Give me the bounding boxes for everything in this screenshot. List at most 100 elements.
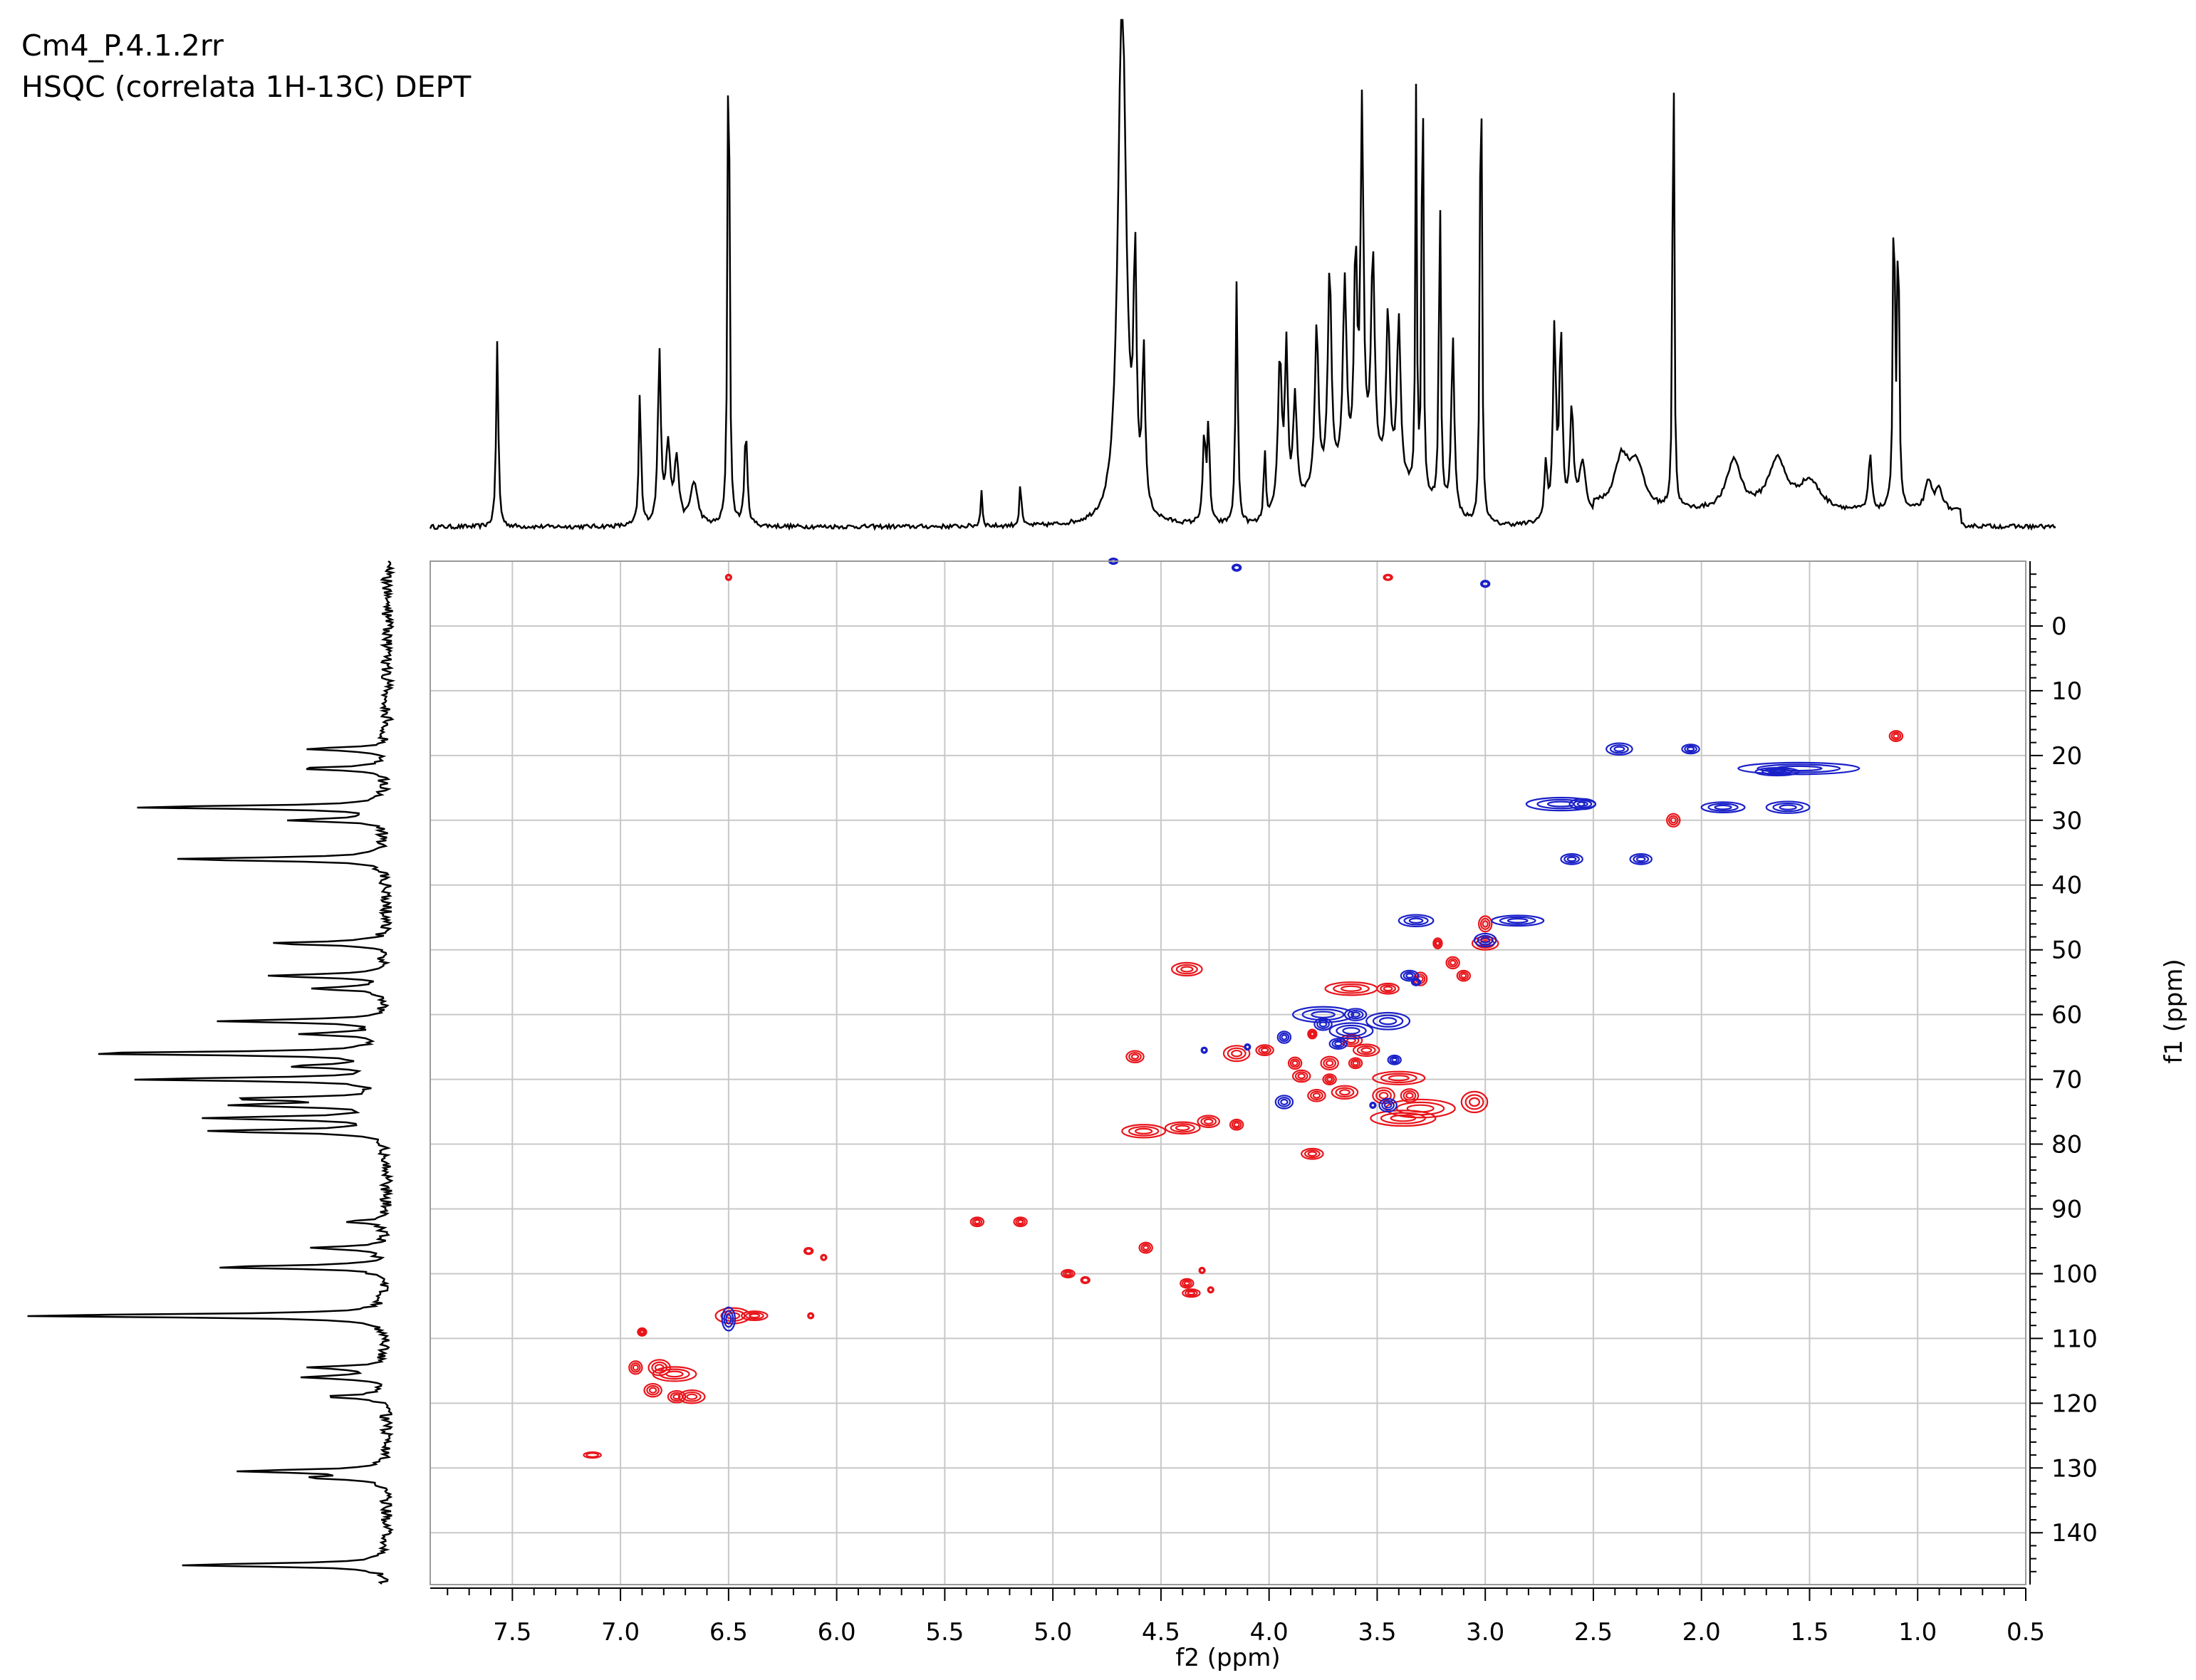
y-axis-label: f1 (ppm) xyxy=(2160,959,2188,1063)
experiment-label: HSQC (correlata 1H-13C) DEPT xyxy=(21,70,472,104)
left-projection-13c-spectrum xyxy=(27,560,396,1585)
y-tick-label: 10 xyxy=(2051,677,2082,706)
positive-cross-peak xyxy=(807,1312,815,1320)
positive-cross-peak xyxy=(1666,813,1681,828)
x-tick-label: 2.0 xyxy=(1682,1618,1721,1647)
positive-cross-peak xyxy=(1348,1057,1363,1070)
positive-cross-peak xyxy=(643,1382,662,1398)
negative-cross-peak xyxy=(1754,767,1800,777)
x-axis-label: f2 (ppm) xyxy=(1175,1644,1280,1672)
x-tick-label: 3.5 xyxy=(1358,1618,1396,1647)
positive-cross-peak xyxy=(1170,961,1203,977)
negative-cross-peak xyxy=(721,1306,737,1332)
positive-cross-peak xyxy=(1229,1118,1244,1131)
positive-cross-peak xyxy=(1255,1044,1274,1057)
positive-cross-peak xyxy=(1307,1028,1318,1040)
positive-cross-peak xyxy=(1222,1045,1251,1063)
y-tick-label: 60 xyxy=(2051,1001,2082,1030)
x-tick-label: 5.0 xyxy=(1034,1618,1072,1647)
x-axis: 7.5 7.0 6.5 6.0 5.5 5.0 4.5 4.0 3.5 3.0 2.5 2.0 1.5 1… xyxy=(430,1587,2045,1647)
positive-cross-peak xyxy=(1207,1286,1214,1294)
y-tick-label: 80 xyxy=(2051,1131,2082,1159)
y-tick-label: 40 xyxy=(2051,872,2082,900)
y-tick-label: 130 xyxy=(2051,1454,2098,1483)
top-projection-1h-spectrum xyxy=(429,19,2056,531)
y-axis: 0 10 20 30 40 50 60 70 80 90 100 110 120 130 140 xyxy=(2029,561,2098,1585)
x-tick-label: 5.5 xyxy=(925,1618,964,1647)
positive-cross-peak xyxy=(667,1389,687,1404)
x-tick-label: 7.5 xyxy=(493,1618,531,1647)
y-tick-label: 140 xyxy=(2051,1519,2098,1548)
positive-cross-peak xyxy=(803,1246,814,1256)
grid xyxy=(430,561,2026,1585)
x-tick-label: 6.5 xyxy=(709,1618,748,1647)
positive-cross-peak xyxy=(1372,1070,1426,1085)
negative-cross-peak xyxy=(1244,1043,1251,1051)
negative-cross-peak xyxy=(1231,563,1242,572)
negative-cross-peak xyxy=(1491,914,1545,927)
positive-cross-peak xyxy=(1320,1055,1339,1071)
positive-cross-peak xyxy=(628,1360,643,1375)
negative-cross-peak xyxy=(1274,1095,1294,1110)
positive-cross-peak xyxy=(1301,1147,1324,1160)
x-tick-label: 1.5 xyxy=(1790,1618,1828,1647)
y-tick-label: 110 xyxy=(2051,1325,2098,1353)
cross-peaks xyxy=(583,557,1904,1459)
y-tick-label: 120 xyxy=(2051,1389,2098,1418)
negative-cross-peak xyxy=(1700,801,1746,813)
positive-cross-peak xyxy=(1460,1090,1489,1114)
positive-cross-peak xyxy=(1888,730,1904,742)
positive-cross-peak xyxy=(1198,1266,1206,1274)
positive-cross-peak xyxy=(1376,982,1400,995)
negative-cross-peak xyxy=(1400,969,1420,982)
x-tick-label: 4.5 xyxy=(1142,1618,1180,1647)
y-tick-label: 70 xyxy=(2051,1066,2082,1095)
negative-cross-peak xyxy=(1328,1022,1374,1040)
negative-cross-peak xyxy=(1328,1038,1348,1050)
positive-cross-peak xyxy=(1180,1278,1195,1289)
positive-cross-peak xyxy=(724,573,732,581)
positive-cross-peak xyxy=(1445,956,1460,970)
negative-cross-peak xyxy=(1629,852,1653,865)
positive-cross-peak xyxy=(1197,1115,1220,1128)
y-tick-label: 20 xyxy=(2051,742,2082,771)
negative-cross-peak xyxy=(1568,798,1597,810)
positive-cross-peak xyxy=(1322,1073,1337,1085)
positive-cross-peak xyxy=(969,1216,985,1228)
positive-cross-peak xyxy=(1477,915,1493,933)
positive-cross-peak xyxy=(1080,1275,1091,1285)
x-tick-label: 4.0 xyxy=(1250,1618,1289,1647)
negative-cross-peak xyxy=(1606,742,1633,756)
positive-cross-peak xyxy=(740,1310,769,1322)
positive-cross-peak xyxy=(1324,981,1378,996)
negative-cross-peak xyxy=(1365,1011,1411,1031)
x-tick-label: 1.0 xyxy=(1898,1618,1937,1647)
positive-cross-peak xyxy=(1182,1288,1201,1298)
x-tick-label: 3.0 xyxy=(1466,1618,1504,1647)
negative-cross-peak xyxy=(1343,1008,1368,1021)
negative-cross-peak xyxy=(1473,932,1497,948)
negative-cross-peak xyxy=(1313,1018,1333,1031)
positive-cross-peak xyxy=(1164,1121,1201,1135)
positive-cross-peak xyxy=(1370,1110,1437,1127)
positive-cross-peak xyxy=(1138,1241,1153,1254)
positive-cross-peak xyxy=(1291,1069,1311,1083)
negative-cross-peak xyxy=(1276,1031,1292,1044)
spectrum-title: Cm4_P.4.1.2rr xyxy=(21,28,224,63)
positive-cross-peak xyxy=(1352,1043,1380,1057)
y-tick-label: 30 xyxy=(2051,807,2082,835)
positive-cross-peak xyxy=(583,1451,602,1459)
negative-cross-peak xyxy=(1387,1054,1402,1065)
negative-cross-peak xyxy=(1681,744,1700,755)
positive-cross-peak xyxy=(1013,1216,1028,1228)
positive-cross-peak xyxy=(1287,1056,1303,1070)
positive-cross-peak xyxy=(1383,573,1393,581)
y-tick-label: 0 xyxy=(2051,612,2067,641)
positive-cross-peak xyxy=(820,1253,828,1261)
x-tick-label: 0.5 xyxy=(2007,1618,2045,1647)
negative-cross-peak xyxy=(1560,852,1583,865)
negative-cross-peak xyxy=(1200,1046,1208,1054)
negative-cross-peak xyxy=(1480,580,1491,588)
negative-cross-peak xyxy=(1398,914,1435,928)
